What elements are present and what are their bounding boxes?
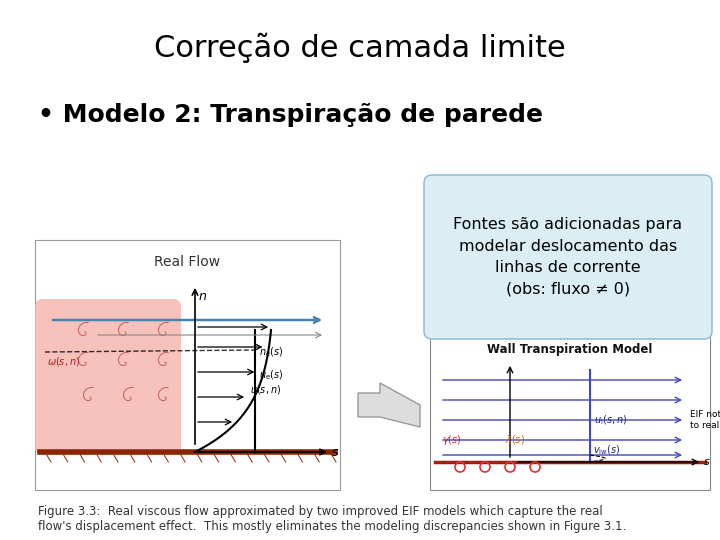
Text: n: n (199, 290, 207, 303)
Polygon shape (358, 383, 420, 427)
Text: $\omega(s,n)$: $\omega(s,n)$ (47, 355, 80, 368)
Text: Figure 3.3:  Real viscous flow approximated by two improved EIF models which cap: Figure 3.3: Real viscous flow approximat… (38, 505, 626, 533)
Text: s: s (704, 457, 710, 467)
Bar (35, 240, 340, 490)
Text: $\gamma(s)$: $\gamma(s)$ (442, 433, 462, 447)
FancyBboxPatch shape (424, 175, 712, 339)
Text: $\lambda(s)$: $\lambda(s)$ (505, 434, 525, 447)
Text: $u(s,n)$: $u(s,n)$ (250, 383, 282, 396)
FancyBboxPatch shape (35, 299, 181, 455)
Text: Fontes são adicionadas para
modelar deslocamento das
linhas de corrente
(obs: fl: Fontes são adicionadas para modelar desl… (454, 217, 683, 297)
Text: EIF not tangent
to real body: EIF not tangent to real body (690, 410, 720, 430)
Text: $n_\mathrm{e}(s)$: $n_\mathrm{e}(s)$ (259, 345, 284, 359)
Text: s: s (332, 446, 338, 458)
Bar (430, 335, 710, 490)
Text: $u_\mathrm{i}(s,n)$: $u_\mathrm{i}(s,n)$ (594, 413, 627, 427)
Text: Correção de camada limite: Correção de camada limite (154, 33, 566, 63)
Text: $v_\mathrm{iw}(s)$: $v_\mathrm{iw}(s)$ (593, 443, 621, 457)
Text: Wall Transpiration Model: Wall Transpiration Model (487, 342, 653, 355)
Text: Real Flow: Real Flow (154, 255, 220, 269)
Text: • Modelo 2: Transpiração de parede: • Modelo 2: Transpiração de parede (38, 103, 543, 127)
Text: $u_\mathrm{e}(s)$: $u_\mathrm{e}(s)$ (259, 368, 284, 382)
